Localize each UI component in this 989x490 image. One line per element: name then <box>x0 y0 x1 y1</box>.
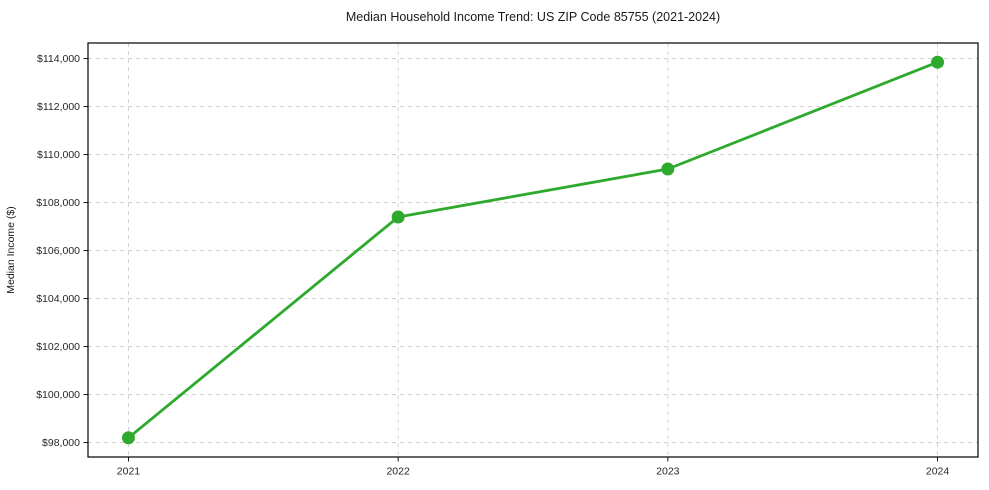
y-tick-label: $112,000 <box>37 101 80 113</box>
gridlines <box>88 43 978 457</box>
x-tick-label: 2022 <box>386 466 410 478</box>
axis-ticks <box>83 58 938 462</box>
chart-title: Median Household Income Trend: US ZIP Co… <box>346 10 720 24</box>
trend-line <box>127 60 939 440</box>
data-point-marker <box>391 210 405 224</box>
plot-border <box>87 42 979 458</box>
trend-line-series <box>121 55 945 445</box>
y-tick-label: $108,000 <box>36 197 80 209</box>
tick-labels: $98,000 $100,000 $102,000 $104,000 $106,000 $… <box>36 53 949 477</box>
x-tick-label: 2024 <box>926 466 950 478</box>
y-tick-label: $114,000 <box>37 53 80 65</box>
y-tick-label: $98,000 <box>42 437 80 449</box>
y-tick-label: $106,000 <box>36 245 80 257</box>
y-axis-label: Median Income ($) <box>5 206 17 294</box>
x-tick-label: 2023 <box>656 466 680 478</box>
data-point-marker <box>661 162 675 176</box>
y-tick-label: $104,000 <box>36 293 80 305</box>
y-tick-label: $110,000 <box>37 149 80 161</box>
y-tick-label: $102,000 <box>36 341 80 353</box>
y-tick-label: $100,000 <box>36 389 80 401</box>
data-point-marker <box>121 431 135 445</box>
data-point-marker <box>931 55 945 69</box>
x-tick-label: 2021 <box>117 466 141 478</box>
